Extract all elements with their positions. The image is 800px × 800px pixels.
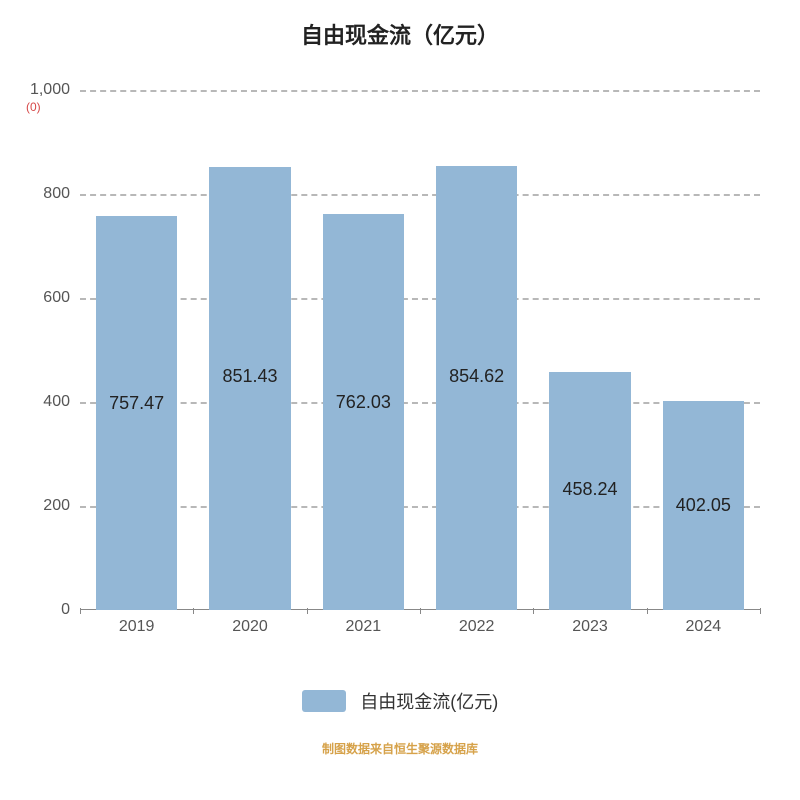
bar-value-label: 851.43 bbox=[199, 366, 301, 387]
x-tick bbox=[193, 608, 194, 614]
legend: 自由现金流(亿元) bbox=[0, 688, 800, 714]
x-tick-label: 2022 bbox=[459, 618, 495, 636]
y-tick-label: 0 bbox=[10, 601, 70, 619]
x-tick bbox=[760, 608, 761, 614]
legend-swatch bbox=[302, 690, 346, 712]
grid-line bbox=[80, 298, 760, 300]
bar bbox=[436, 166, 518, 610]
grid-line bbox=[80, 194, 760, 196]
x-tick-label: 2024 bbox=[686, 618, 722, 636]
x-tick bbox=[420, 608, 421, 614]
y-tick-label: 800 bbox=[10, 185, 70, 203]
bar-value-label: 458.24 bbox=[539, 479, 641, 500]
chart-title: 自由现金流（亿元） bbox=[0, 0, 800, 50]
x-tick bbox=[307, 608, 308, 614]
x-tick bbox=[80, 608, 81, 614]
bar-value-label: 757.47 bbox=[86, 393, 188, 414]
bar-value-label: 854.62 bbox=[426, 366, 528, 387]
y-axis-annotation: (0) bbox=[26, 100, 41, 114]
grid-line bbox=[80, 90, 760, 92]
bar-value-label: 402.05 bbox=[653, 495, 755, 516]
y-tick-label: 400 bbox=[10, 393, 70, 411]
plot-area: 02004006008001,000(0)757.472019851.43202… bbox=[80, 90, 760, 610]
bar-value-label: 762.03 bbox=[313, 392, 415, 413]
y-tick-label: 1,000 bbox=[10, 81, 70, 99]
y-tick-label: 200 bbox=[10, 497, 70, 515]
x-tick bbox=[647, 608, 648, 614]
bar bbox=[209, 167, 291, 610]
source-note: 制图数据来自恒生聚源数据库 bbox=[0, 740, 800, 757]
x-tick-label: 2021 bbox=[346, 618, 382, 636]
x-tick bbox=[533, 608, 534, 614]
x-tick-label: 2020 bbox=[232, 618, 268, 636]
y-tick-label: 600 bbox=[10, 289, 70, 307]
legend-label: 自由现金流(亿元) bbox=[360, 688, 498, 714]
x-tick-label: 2023 bbox=[572, 618, 608, 636]
x-tick-label: 2019 bbox=[119, 618, 155, 636]
